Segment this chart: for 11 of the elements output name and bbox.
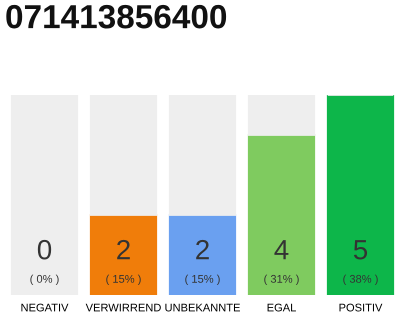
x-tick-label: POSITIV: [339, 304, 382, 312]
x-tick-label: EGAL: [268, 304, 296, 312]
data-label: 4 ( 31% ): [264, 240, 299, 285]
data-label: 2 ( 15% ): [106, 240, 141, 285]
x-tick-label: VERWIRREND: [86, 304, 161, 312]
x-tick-label: NEGATIV: [21, 304, 68, 312]
data-label: 0 ( 0% ): [30, 240, 59, 285]
data-label: 5 ( 38% ): [343, 240, 378, 285]
chart-title: 071413856400: [6, 4, 226, 29]
data-label: 2 ( 15% ): [185, 240, 220, 285]
x-tick-label: UNBEKANNTE: [165, 304, 240, 312]
